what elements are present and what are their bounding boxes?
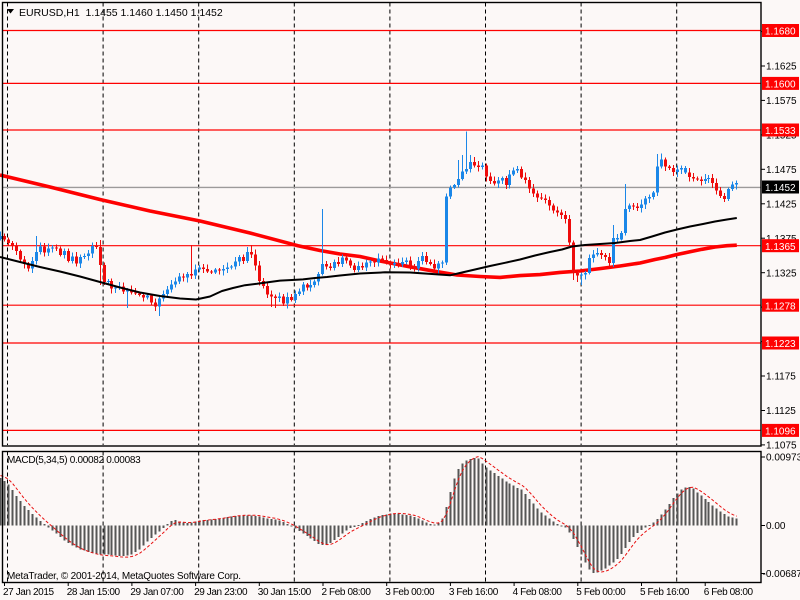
svg-text:1.1175: 1.1175 [766,372,796,383]
svg-text:6 Feb 08:00: 6 Feb 08:00 [704,587,754,598]
svg-text:5 Feb 16:00: 5 Feb 16:00 [640,587,690,598]
svg-text:27 Jan 2015: 27 Jan 2015 [3,587,54,598]
svg-text:30 Jan 15:00: 30 Jan 15:00 [258,587,312,598]
svg-text:1.1625: 1.1625 [766,62,797,73]
svg-text:1.1425: 1.1425 [766,200,797,211]
svg-text:1.1075: 1.1075 [766,441,797,452]
svg-text:1.1452: 1.1452 [765,183,796,194]
svg-text:29 Jan 07:00: 29 Jan 07:00 [130,587,184,598]
svg-text:1.1278: 1.1278 [765,301,796,312]
svg-text:1.1475: 1.1475 [766,165,797,176]
svg-text:1.1533: 1.1533 [765,126,796,137]
svg-text:1.1125: 1.1125 [766,406,796,417]
svg-text:1.1680: 1.1680 [765,27,796,38]
svg-text:MACD(5,34,5) 0.00082 0.00083: MACD(5,34,5) 0.00082 0.00083 [7,455,141,466]
svg-text:3 Feb 00:00: 3 Feb 00:00 [385,587,435,598]
svg-text:1.1575: 1.1575 [766,96,797,107]
svg-text:28 Jan 15:00: 28 Jan 15:00 [67,587,121,598]
svg-text:1.1096: 1.1096 [765,427,796,438]
svg-text:EURUSD,H1 1.1455 1.1460 1.145: EURUSD,H1 1.1455 1.1460 1.1450 1.1452 [19,7,223,19]
svg-text:1.1365: 1.1365 [765,242,796,253]
svg-text:1.1223: 1.1223 [765,339,796,350]
svg-text:3 Feb 16:00: 3 Feb 16:00 [449,587,499,598]
svg-text:0.00973: 0.00973 [766,453,800,464]
svg-text:1.1325: 1.1325 [766,268,797,279]
svg-text:29 Jan 23:00: 29 Jan 23:00 [194,587,248,598]
svg-text:MetaTrader, © 2001-2014, MetaQ: MetaTrader, © 2001-2014, MetaQuotes Soft… [7,571,241,582]
svg-text:1.1600: 1.1600 [765,80,796,91]
svg-text:0.00: 0.00 [766,521,786,532]
svg-text:-0.00687: -0.00687 [763,569,800,580]
svg-text:4 Feb 08:00: 4 Feb 08:00 [513,587,563,598]
svg-text:2 Feb 08:00: 2 Feb 08:00 [322,587,372,598]
svg-text:5 Feb 00:00: 5 Feb 00:00 [576,587,626,598]
